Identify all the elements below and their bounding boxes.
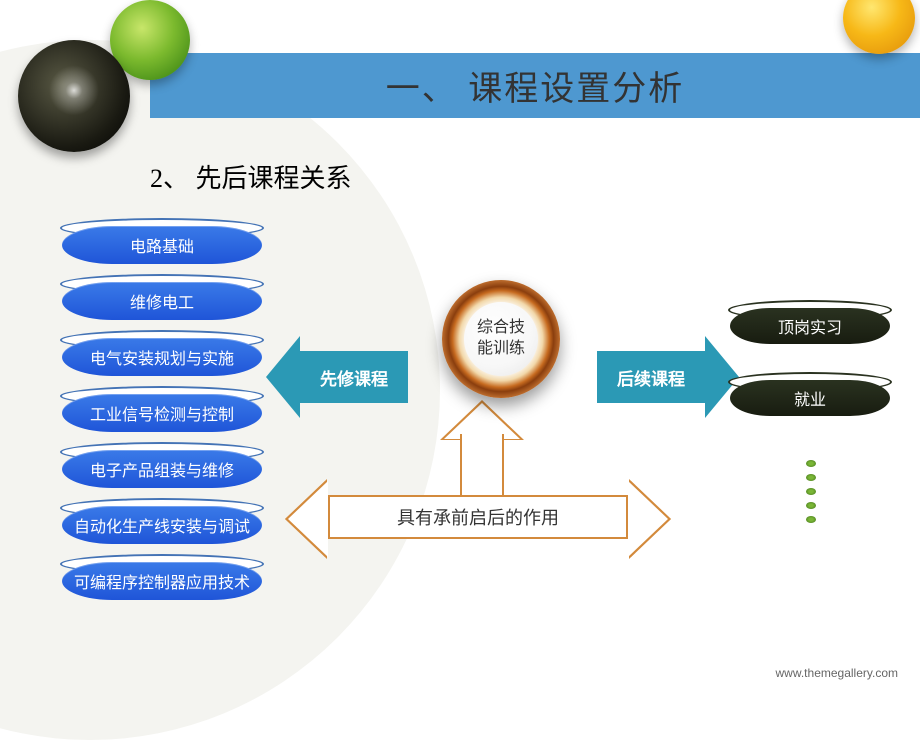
followup-course-list: 顶岗实习 就业	[730, 308, 890, 452]
bottom-double-arrow: 具有承前启后的作用	[328, 495, 628, 539]
course-item-dark: 就业	[730, 380, 890, 416]
course-item: 电气安装规划与实施	[62, 338, 262, 376]
course-label: 电路基础	[130, 233, 194, 257]
deco-circle-orange	[843, 0, 915, 54]
course-item: 电路基础	[62, 226, 262, 264]
da-border-left	[285, 479, 327, 559]
arrow-right-label: 后续课程	[617, 365, 685, 390]
course-label: 工业信号检测与控制	[90, 401, 234, 425]
dot-icon	[806, 502, 816, 509]
arrow-left-shape: 先修课程	[300, 351, 408, 403]
section-subtitle: 2、 先后课程关系	[150, 158, 352, 195]
course-item: 工业信号检测与控制	[62, 394, 262, 432]
center-inner: 综合技 能训练	[464, 302, 538, 376]
dot-icon	[806, 460, 816, 467]
course-item: 电子产品组装与维修	[62, 450, 262, 488]
course-label: 就业	[794, 386, 826, 410]
ellipsis-dots	[806, 460, 816, 530]
page-title: 一、 课程设置分析	[386, 61, 685, 110]
center-text-2: 能训练	[477, 339, 525, 360]
course-label: 维修电工	[130, 289, 194, 313]
footer-url: www.themegallery.com	[776, 666, 898, 680]
course-label: 电气安装规划与实施	[90, 345, 234, 369]
course-item: 自动化生产线安装与调试	[62, 506, 262, 544]
dot-icon	[806, 516, 816, 523]
dot-icon	[806, 488, 816, 495]
center-text-1: 综合技	[477, 318, 525, 339]
arrow-left-label: 先修课程	[320, 365, 388, 390]
course-item: 可编程序控制器应用技术	[62, 562, 262, 600]
header-bar: 一、 课程设置分析	[150, 53, 920, 118]
deco-circle-dandelion	[18, 40, 130, 152]
bottom-arrow-label: 具有承前启后的作用	[397, 504, 559, 530]
arrow-right-shape: 后续课程	[597, 351, 705, 403]
course-label: 顶岗实习	[778, 314, 842, 338]
arrow-up	[460, 410, 504, 492]
course-label: 可编程序控制器应用技术	[74, 569, 250, 593]
arrow-followup: 后续课程	[597, 351, 705, 403]
course-label: 自动化生产线安装与调试	[74, 513, 250, 537]
prerequisite-course-list: 电路基础 维修电工 电气安装规划与实施 工业信号检测与控制 电子产品组装与维修 …	[62, 226, 262, 618]
course-item-dark: 顶岗实习	[730, 308, 890, 344]
dot-icon	[806, 474, 816, 481]
course-label: 电子产品组装与维修	[90, 457, 234, 481]
da-border-right	[629, 479, 671, 559]
double-arrow-shape: 具有承前启后的作用	[328, 495, 628, 539]
course-item: 维修电工	[62, 282, 262, 320]
arrow-prerequisite: 先修课程	[300, 351, 408, 403]
center-node: 综合技 能训练	[442, 280, 560, 398]
